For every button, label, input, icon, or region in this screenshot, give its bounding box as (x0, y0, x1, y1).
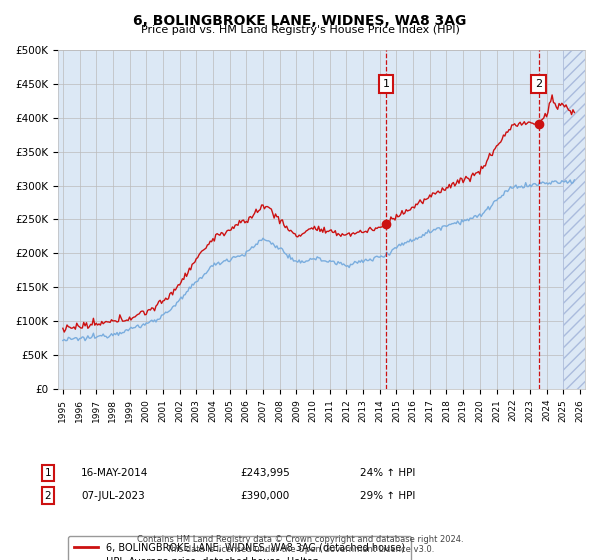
Text: 16-MAY-2014: 16-MAY-2014 (81, 468, 148, 478)
Bar (385, 50, 596, 389)
Text: £243,995: £243,995 (240, 468, 290, 478)
Text: 24% ↑ HPI: 24% ↑ HPI (360, 468, 415, 478)
Legend: 6, BOLINGBROKE LANE, WIDNES, WA8 3AG (detached house), HPI: Average price, detac: 6, BOLINGBROKE LANE, WIDNES, WA8 3AG (de… (68, 536, 411, 560)
Text: 6, BOLINGBROKE LANE, WIDNES, WA8 3AG: 6, BOLINGBROKE LANE, WIDNES, WA8 3AG (133, 14, 467, 28)
Text: 2: 2 (44, 491, 52, 501)
Text: 07-JUL-2023: 07-JUL-2023 (81, 491, 145, 501)
Text: 2: 2 (535, 79, 542, 88)
Text: Price paid vs. HM Land Registry's House Price Index (HPI): Price paid vs. HM Land Registry's House … (140, 25, 460, 35)
Text: 29% ↑ HPI: 29% ↑ HPI (360, 491, 415, 501)
Text: 1: 1 (383, 79, 389, 88)
Text: £390,000: £390,000 (240, 491, 289, 501)
Text: Contains HM Land Registry data © Crown copyright and database right 2024.
This d: Contains HM Land Registry data © Crown c… (137, 535, 463, 554)
Text: 1: 1 (44, 468, 52, 478)
Bar (563, 50, 596, 389)
